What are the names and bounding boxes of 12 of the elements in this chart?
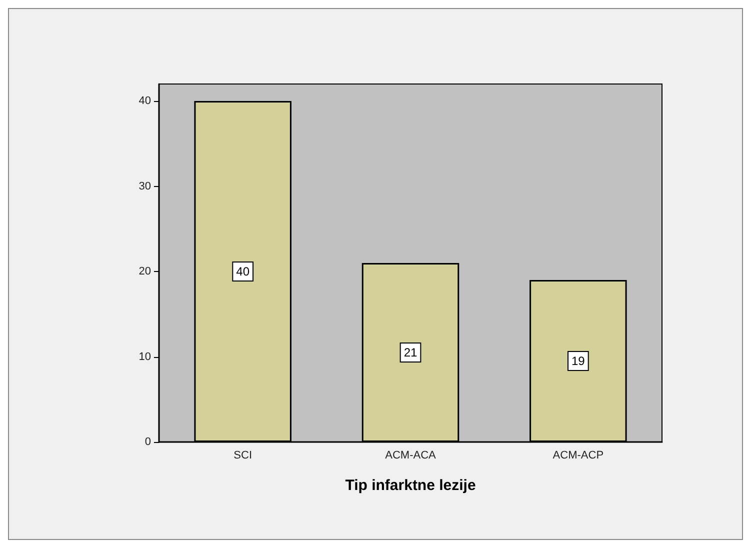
- y-tick-label: 10: [138, 350, 151, 363]
- data-label: 40: [236, 264, 250, 279]
- x-tick-label: SCI: [234, 450, 252, 462]
- x-axis-title: Tip infarktne lezije: [345, 477, 476, 494]
- y-tick-label: 20: [138, 266, 151, 278]
- data-label: 21: [404, 346, 418, 360]
- x-tick-label: ACM-ACP: [552, 450, 604, 462]
- x-tick-label: ACM-ACA: [385, 450, 437, 462]
- data-label: 19: [571, 354, 586, 368]
- y-tick-label: 0: [144, 436, 151, 448]
- y-tick-label: 30: [138, 180, 151, 192]
- y-tick-label: 40: [138, 95, 151, 108]
